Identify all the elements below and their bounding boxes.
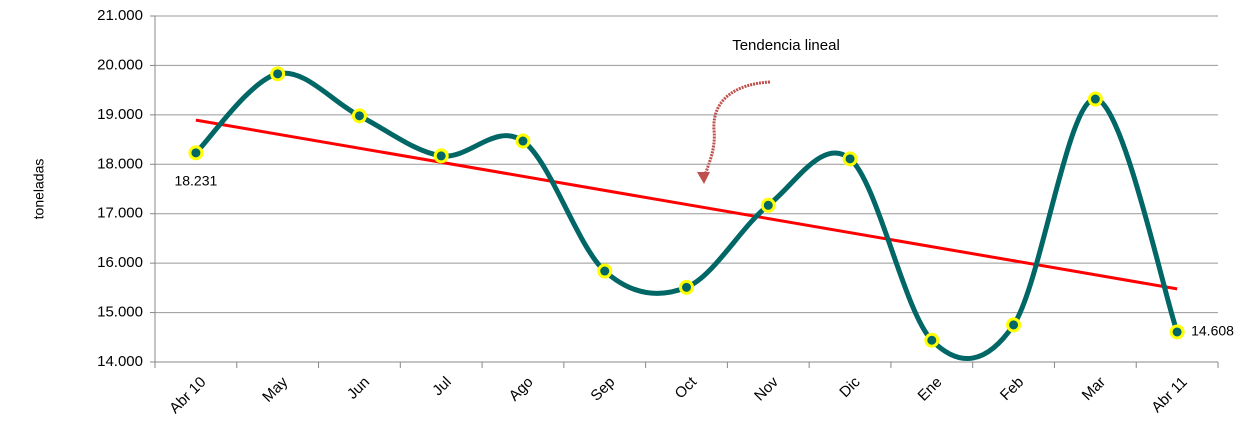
x-tick-label: Feb [997, 374, 1027, 404]
y-tick-label: 21.000 [97, 7, 143, 24]
x-tick-label: Jul [429, 374, 455, 400]
marker [924, 332, 940, 348]
marker [351, 108, 367, 124]
annotation-arrowhead [697, 172, 710, 184]
data-label: 14.608 [1191, 323, 1234, 339]
x-tick-label: Dic [836, 373, 864, 401]
y-tick-label: 20.000 [97, 56, 143, 73]
x-tick-label: Nov [751, 373, 782, 404]
x-tick-label: May [259, 373, 291, 405]
y-tick-label: 16.000 [97, 254, 143, 271]
data-line [194, 70, 1180, 361]
y-axis-label: toneladas [31, 159, 47, 220]
x-tick-label: Abr 11 [1148, 374, 1190, 416]
annotation: Tendencia lineal [732, 37, 840, 54]
y-tick-label: 15.000 [97, 304, 143, 321]
x-tick-label: Sep [587, 374, 618, 405]
marker [597, 263, 613, 279]
data-label: 18.231 [174, 173, 217, 189]
marker [842, 151, 858, 167]
marker [270, 66, 286, 82]
marker [1087, 91, 1103, 107]
y-tick-label: 14.000 [97, 353, 143, 370]
y-tick-label: 18.000 [97, 155, 143, 172]
marker [1006, 317, 1022, 333]
x-tick-label: Abr 10 [166, 374, 209, 417]
x-tick-label: Ago [506, 374, 537, 405]
x-tick-label: Ene [915, 374, 946, 405]
marker [1169, 324, 1185, 340]
trend-line [195, 118, 1178, 291]
x-tick-label: Mar [1079, 374, 1109, 404]
x-tick-label: Jun [344, 374, 373, 403]
marker [433, 148, 449, 164]
y-tick-label: 17.000 [97, 205, 143, 222]
marker [760, 197, 776, 213]
marker [679, 279, 694, 295]
marker [188, 145, 204, 161]
annotation-arrow [702, 80, 771, 179]
y-tick-label: 19.000 [97, 106, 143, 123]
x-tick-label: Oct [672, 373, 701, 402]
marker [515, 133, 531, 149]
